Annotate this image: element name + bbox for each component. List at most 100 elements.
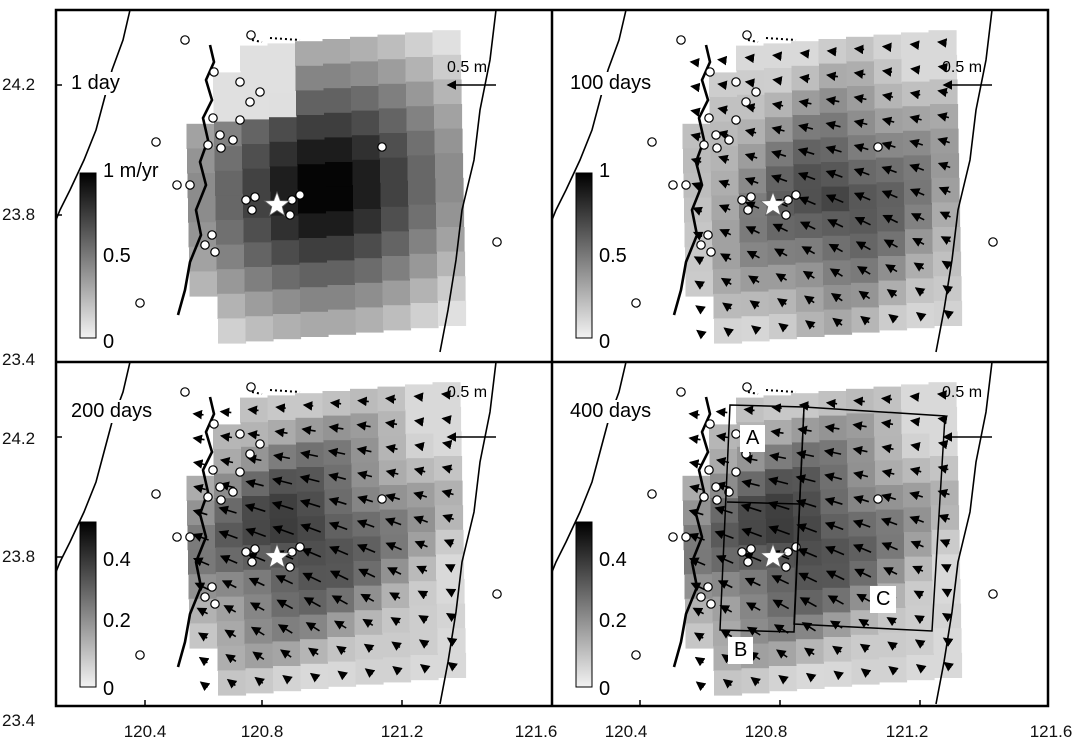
station-marker xyxy=(255,87,265,97)
vector-arrow xyxy=(720,277,732,287)
slip-cell xyxy=(268,68,297,94)
station-marker xyxy=(203,140,213,150)
station-marker xyxy=(185,180,195,190)
vector-arrow xyxy=(356,421,371,431)
vector-arrow xyxy=(192,459,206,469)
slip-cell xyxy=(217,293,246,319)
vector-arrow xyxy=(826,46,837,57)
station-marker xyxy=(228,135,238,145)
vector-arrow xyxy=(937,87,948,98)
station-marker xyxy=(743,205,753,215)
vector-arrow xyxy=(827,219,844,228)
vector-arrow xyxy=(880,394,893,405)
region-divider xyxy=(726,501,801,505)
vector-arrow xyxy=(274,427,288,438)
station-marker xyxy=(207,230,217,240)
slip-cell xyxy=(354,233,383,259)
vector-arrow xyxy=(856,593,871,603)
vector-arrow xyxy=(881,443,894,454)
vector-arrow xyxy=(441,489,454,499)
vector-arrow xyxy=(909,392,920,402)
station-marker xyxy=(245,449,255,459)
station-marker xyxy=(647,489,657,499)
colorbar-tick-label: 0.4 xyxy=(598,549,628,572)
slip-cell xyxy=(241,119,270,145)
vector-arrow xyxy=(445,588,457,598)
slip-cell xyxy=(434,128,463,154)
vector-arrow xyxy=(797,547,818,558)
colorbar-tick-label: 1 xyxy=(598,160,612,183)
vector-arrow xyxy=(690,82,701,93)
vector-arrow xyxy=(910,441,921,452)
vector-arrow xyxy=(328,472,347,482)
slip-cell xyxy=(351,110,380,136)
slip-cell xyxy=(435,177,464,203)
vector-arrow xyxy=(853,143,869,153)
station-marker xyxy=(703,582,713,592)
vector-arrow xyxy=(881,67,893,77)
slip-cell xyxy=(242,144,271,170)
station-marker xyxy=(668,180,678,190)
vector-arrow xyxy=(910,540,924,550)
vector-arrow xyxy=(883,567,898,576)
vector-arrow xyxy=(772,51,783,61)
station-marker xyxy=(203,492,213,502)
station-marker xyxy=(247,205,257,215)
slip-cell xyxy=(381,206,410,232)
vector-arrow xyxy=(328,423,344,433)
x-tick-label: 120.4 xyxy=(604,722,648,741)
station-marker xyxy=(873,494,883,504)
vector-arrow xyxy=(915,664,927,674)
vector-arrow xyxy=(940,564,952,573)
vector-arrow xyxy=(888,314,899,324)
x-tick-label: 120.4 xyxy=(123,722,167,741)
vector-arrow xyxy=(769,452,787,462)
slip-cell xyxy=(300,287,329,313)
slip-cell xyxy=(379,108,408,134)
slip-cell xyxy=(328,309,357,335)
vector-arrow xyxy=(722,302,733,312)
slip-cell xyxy=(327,285,356,311)
station-marker xyxy=(246,382,256,392)
vector-arrow xyxy=(770,174,788,184)
vector-arrow xyxy=(938,186,951,196)
slip-cell xyxy=(378,59,407,85)
vector-arrow xyxy=(246,552,266,562)
region-label-b: B xyxy=(728,637,754,664)
vector-arrow xyxy=(853,495,870,505)
fault-trace xyxy=(251,37,301,43)
vector-arrow xyxy=(218,505,237,515)
vector-arrow xyxy=(445,612,457,623)
vector-arrow xyxy=(767,500,790,510)
vector-arrow xyxy=(223,605,237,614)
station-marker xyxy=(295,190,305,200)
slip-cell xyxy=(434,104,463,130)
slip-cell xyxy=(408,180,437,206)
slip-cell xyxy=(299,238,328,264)
station-marker xyxy=(873,142,883,152)
vector-arrow xyxy=(887,641,898,651)
vector-arrow xyxy=(778,322,789,333)
station-marker xyxy=(200,240,210,250)
slip-cell xyxy=(406,106,435,132)
station-marker xyxy=(235,467,245,477)
station-marker xyxy=(647,137,657,147)
x-tick-label: 121.6 xyxy=(514,722,558,741)
vector-arrow xyxy=(694,656,706,667)
slip-cell xyxy=(405,57,434,83)
vector-arrow xyxy=(853,118,868,128)
vector-arrow xyxy=(853,470,869,480)
vector-arrow xyxy=(805,320,816,330)
vector-arrow xyxy=(390,617,402,627)
vector-arrow xyxy=(825,545,845,556)
station-marker xyxy=(731,115,741,125)
vector-arrow xyxy=(772,599,790,610)
station-marker xyxy=(706,599,716,609)
station-marker xyxy=(704,113,714,123)
colorbar-tick-label: 0.5 xyxy=(598,245,628,268)
region-box-c xyxy=(793,406,946,632)
slip-cell xyxy=(382,280,411,306)
slip-cell xyxy=(436,227,465,253)
slip-cell xyxy=(327,260,356,286)
vector-arrow xyxy=(715,555,734,564)
